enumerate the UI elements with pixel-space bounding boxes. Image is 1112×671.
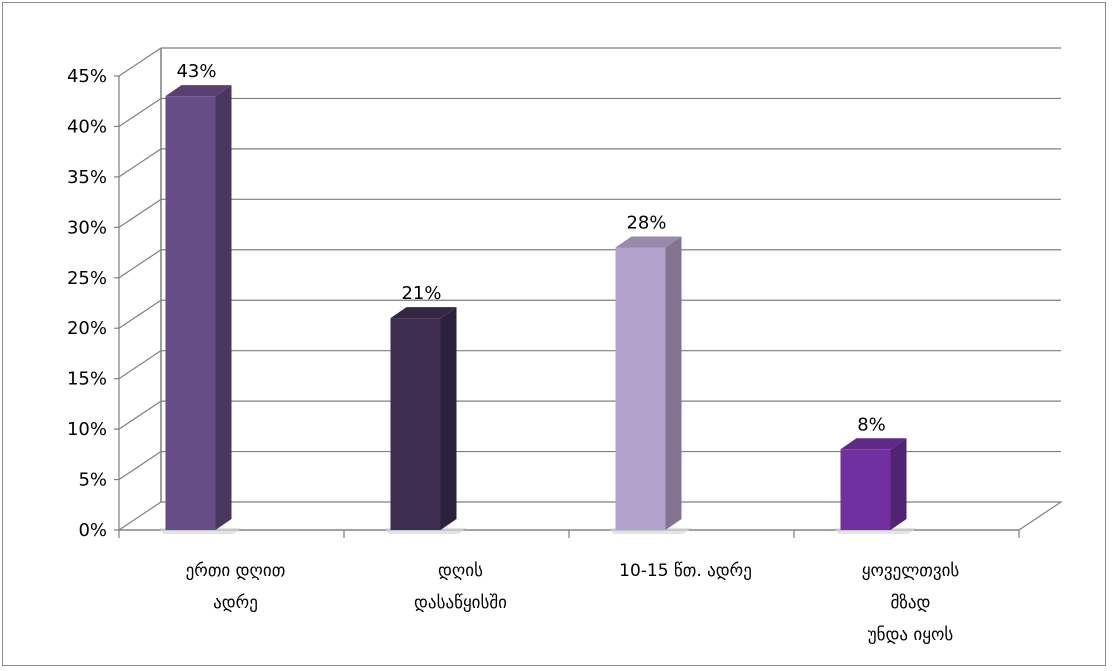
data-label: 43% — [176, 61, 216, 82]
floor-outline — [119, 501, 1063, 531]
category-label-line: მზად — [891, 593, 931, 613]
bar — [159, 85, 242, 534]
data-label: 28% — [626, 213, 666, 234]
gridline-side — [118, 350, 162, 380]
bar — [834, 438, 917, 534]
y-tick-label: 25% — [67, 268, 107, 289]
gridline-side — [118, 198, 162, 228]
y-tick-label: 15% — [67, 369, 107, 390]
bar-front — [840, 449, 891, 530]
y-tick-label: 45% — [67, 66, 107, 87]
bar-side — [665, 236, 682, 530]
y-axis-tick-labels: 0% 5% 10% 15% 20% 25% 30% 35% 40% 45% — [67, 66, 107, 541]
bar-side — [440, 307, 457, 530]
bar-front — [615, 247, 666, 530]
bar-front — [165, 96, 216, 530]
bar — [384, 307, 467, 534]
bar-side — [890, 438, 907, 530]
bar-front — [390, 318, 441, 530]
bar-side — [215, 85, 232, 530]
category-label: ერთი დღით ადრე — [186, 561, 286, 613]
category-label-line: დასაწყისში — [414, 593, 507, 613]
bars — [159, 85, 917, 534]
y-tick-label: 10% — [67, 419, 107, 440]
category-label-line: ერთი დღით — [186, 561, 286, 581]
x-axis-category-labels: ერთი დღით ადრე დღის დასაწყისში 10-15 წთ. ადრ… — [186, 561, 960, 645]
gridline-side — [118, 97, 162, 127]
bar-top — [615, 236, 682, 248]
bar-chart: 0% 5% 10% 15% 20% 25% 30% 35% 40% 45% 43% 21% 28% 8%… — [67, 47, 1063, 645]
category-label-line: ადრე — [213, 593, 258, 613]
category-label: 10-15 წთ. ადრე — [619, 561, 752, 581]
y-tick-label: 35% — [67, 167, 107, 188]
category-label: ყოველთვის მზად უნდა იყოს — [862, 561, 960, 645]
data-label: 8% — [857, 414, 886, 435]
gridline-side — [118, 501, 162, 531]
gridline-side — [118, 47, 162, 77]
data-labels: 43% 21% 28% 8% — [176, 61, 885, 435]
y-tick-label: 0% — [78, 520, 107, 541]
gridline-side — [118, 148, 162, 178]
gridline-side — [118, 299, 162, 329]
bar-top — [165, 85, 232, 97]
y-tick-label: 20% — [67, 318, 107, 339]
bar — [609, 236, 692, 534]
category-label-line: 10-15 წთ. ადრე — [619, 561, 752, 581]
y-tick-label: 30% — [67, 217, 107, 238]
gridline-side — [118, 249, 162, 279]
category-label-line: დღის — [438, 561, 483, 581]
y-tick-label: 5% — [78, 470, 107, 491]
bar-top — [840, 438, 907, 450]
category-label-line: უნდა იყოს — [868, 625, 954, 645]
gridlines — [118, 47, 1063, 531]
category-label: დღის დასაწყისში — [414, 561, 507, 613]
data-label: 21% — [401, 283, 441, 304]
gridline-side — [118, 451, 162, 481]
category-label-line: ყოველთვის — [862, 561, 960, 581]
y-tick-label: 40% — [67, 116, 107, 137]
bar-top — [390, 307, 457, 319]
gridline-side — [118, 400, 162, 430]
